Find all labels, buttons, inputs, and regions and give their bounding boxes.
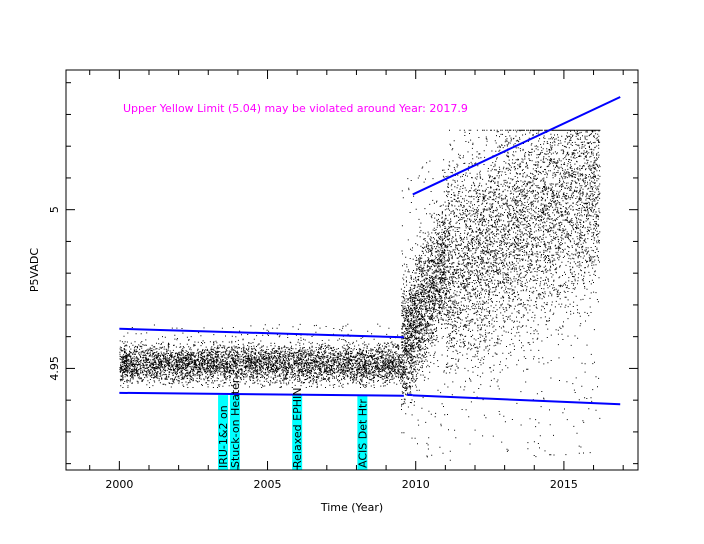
- trend-line: [412, 394, 621, 406]
- trend-line: [119, 327, 404, 339]
- event-label: Stuck-on Heater: [229, 378, 242, 468]
- x-tick-label: 2015: [550, 478, 578, 491]
- x-tick-label: 2005: [254, 478, 282, 491]
- x-tick-label: 2000: [105, 478, 133, 491]
- y-tick-label: 5: [48, 206, 61, 213]
- trend-line: [412, 96, 621, 196]
- event-label: ACIS Det Htr: [356, 399, 369, 468]
- event-label: Relaxed EPHIN: [291, 388, 304, 468]
- event-band: [292, 395, 303, 470]
- event-band: [229, 395, 240, 470]
- scatter-points: [119, 129, 601, 461]
- axis-ticks: 2000 2005 2010 2015 4.95 5: [48, 70, 638, 491]
- event-label: IRU-1&2 on: [217, 405, 230, 468]
- plot-frame: [65, 69, 639, 471]
- trend-line: [119, 391, 404, 397]
- x-axis-label: Time (Year): [320, 501, 383, 514]
- event-band: [218, 395, 229, 470]
- upper-limit-annotation: Upper Yellow Limit (5.04) may be violate…: [123, 102, 468, 115]
- event-bands: [218, 395, 368, 470]
- y-tick-label: 4.95: [48, 356, 61, 381]
- trend-lines: [119, 96, 621, 406]
- x-tick-label: 2010: [402, 478, 430, 491]
- y-axis-label: P5VADC: [28, 248, 41, 292]
- data-points: [119, 129, 601, 461]
- event-band: [357, 395, 368, 470]
